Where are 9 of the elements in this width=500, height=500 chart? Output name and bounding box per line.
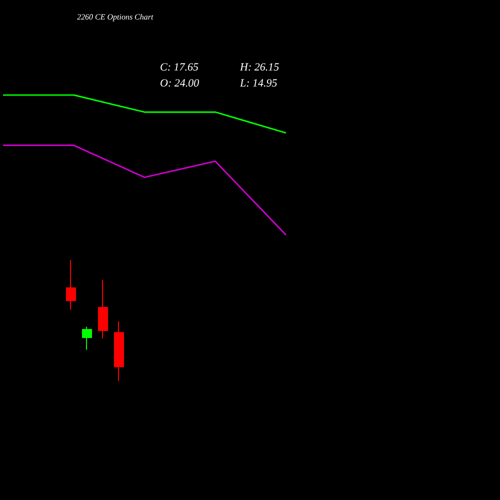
text: O: 24.00 [160, 78, 200, 90]
candlestick [98, 279, 108, 340]
candlestick [82, 326, 92, 350]
candlestick [114, 320, 124, 382]
text: L: 14.95 [239, 78, 278, 90]
chart-title: 2260 CE Options Chart [77, 12, 154, 22]
candlestick [66, 260, 76, 310]
text: C: 17.65 [160, 62, 199, 74]
text: H: 26.15 [239, 62, 280, 74]
